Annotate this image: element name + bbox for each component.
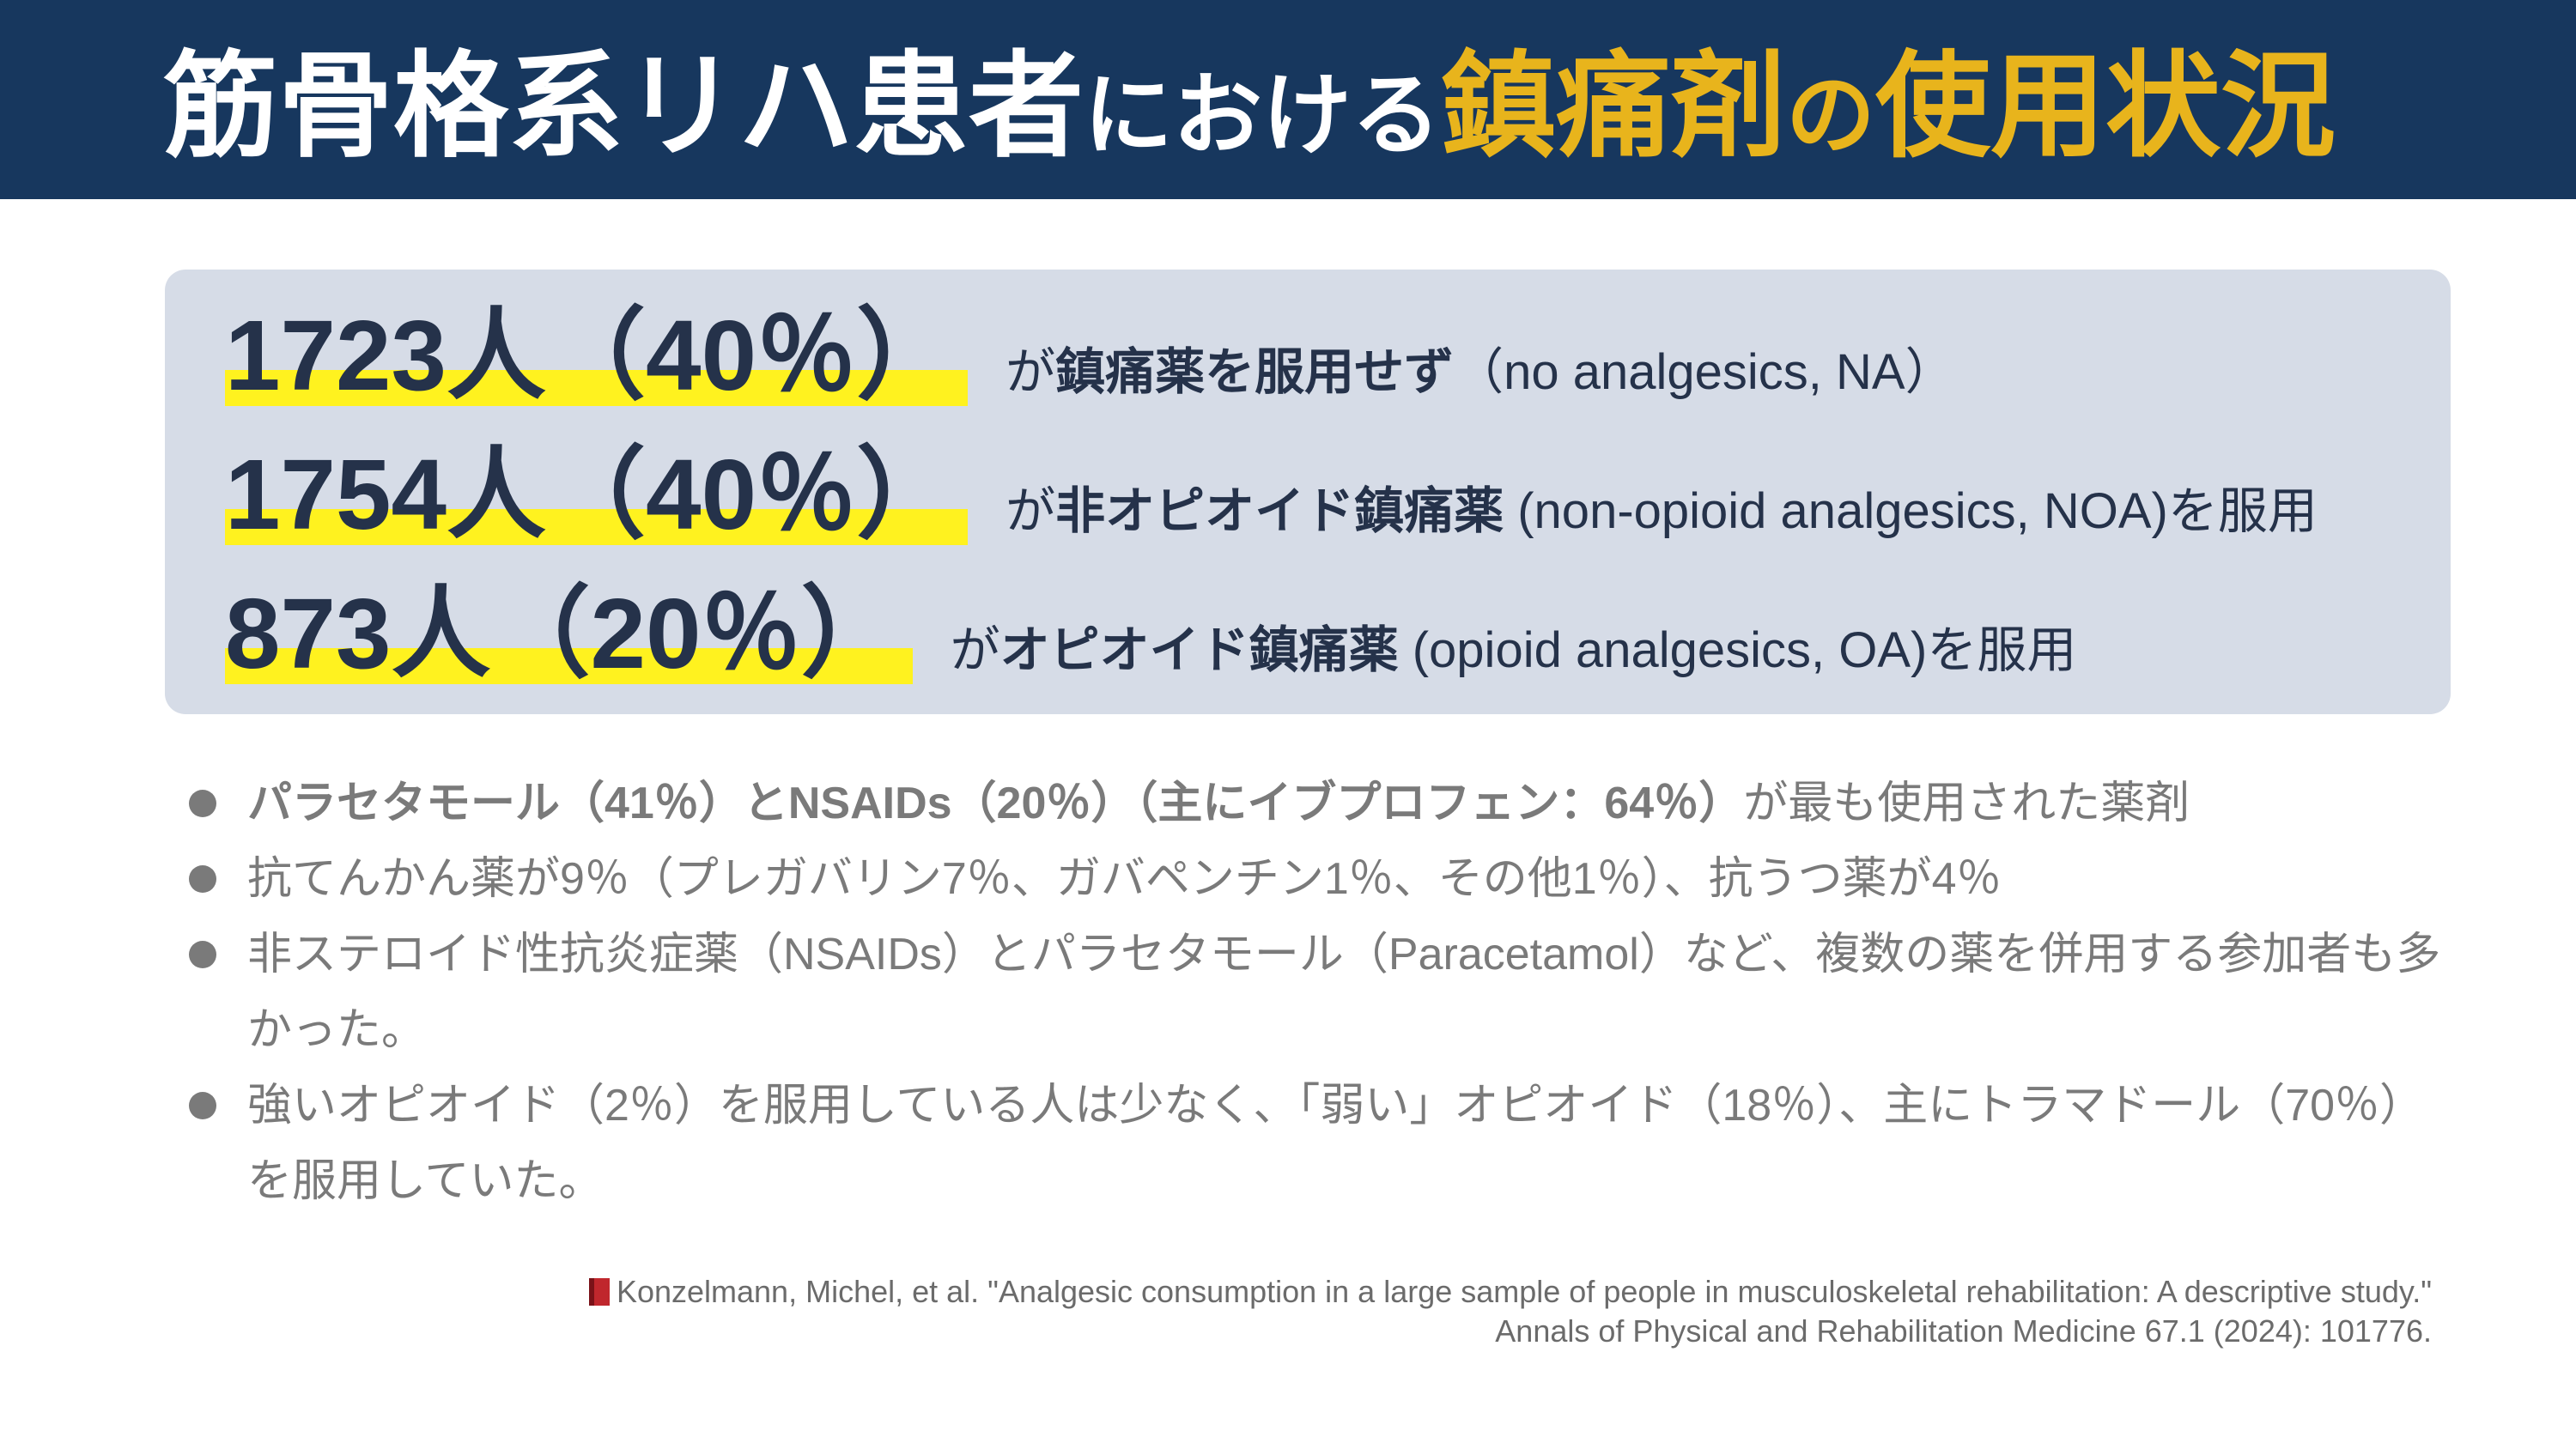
stat-emphasis: 鎮痛薬を服用せず [1055, 344, 1455, 400]
stat-row-non-opioid: 1754人（40％） が非オピオイド鎮痛薬 (non-opioid analges… [225, 434, 2318, 563]
stat-suffix: （no analgesics, NA） [1454, 344, 1955, 400]
stat-description: がオピオイド鎮痛薬 (opioid analgesics, OA)を服用 [951, 608, 2077, 694]
title-part-5: 使用状況 [1875, 39, 2336, 173]
stat-count-opioid: 873人（20％） [225, 573, 913, 694]
bullet-icon [189, 1092, 216, 1119]
list-item: 抗てんかん薬が9％（プレガバリン7％、ガバペンチン1％、その他1％）、抗うつ薬が… [185, 841, 2452, 917]
citation-line-1: Konzelmann, Michel, et al. "Analgesic co… [371, 1272, 2432, 1312]
stat-count-non-opioid: 1754人（40％） [225, 434, 969, 555]
stat-row-opioid: 873人（20％） がオピオイド鎮痛薬 (opioid analgesics, O… [225, 573, 2076, 702]
title-part-2: における [1084, 63, 1442, 167]
findings-list: パラセタモール（41％）とNSAIDs（20％）（主にイブプロフェン：64％）が… [185, 766, 2452, 1219]
bullet-text: 非ステロイド性抗炎症薬（NSAIDs）とパラセタモール（Paracetamol）… [247, 930, 2441, 1055]
title-bar: 筋骨格系リハ患者における鎮痛剤の使用状況 [0, 0, 2576, 199]
citation-text: Konzelmann, Michel, et al. "Analgesic co… [616, 1274, 2432, 1309]
bullet-text: が最も使用された薬剤 [1743, 779, 2190, 828]
citation: Konzelmann, Michel, et al. "Analgesic co… [371, 1272, 2432, 1351]
stat-description: が非オピオイド鎮痛薬 (non-opioid analgesics, NOA)を… [1005, 469, 2318, 555]
stat-row-no-analgesics: 1723人（40％） が鎮痛薬を服用せず（no analgesics, NA） [225, 295, 1955, 424]
bullet-text: 強いオピオイド（2％）を服用している人は少なく、「弱い」オピオイド（18％）、主… [247, 1081, 2425, 1206]
stats-panel: 1723人（40％） が鎮痛薬を服用せず（no analgesics, NA） 1… [165, 270, 2451, 714]
stat-prefix: が [1005, 344, 1056, 400]
stat-suffix: (non-opioid analgesics, NOA)を服用 [1504, 483, 2318, 539]
stat-emphasis: 非オピオイド鎮痛薬 [1055, 483, 1504, 539]
stat-emphasis: オピオイド鎮痛薬 [999, 622, 1399, 678]
stat-description: が鎮痛薬を服用せず（no analgesics, NA） [1005, 330, 1955, 415]
bullet-icon [189, 865, 216, 893]
stat-prefix: が [1005, 483, 1056, 539]
list-item: 非ステロイド性抗炎症薬（NSAIDs）とパラセタモール（Paracetamol）… [185, 917, 2452, 1068]
book-icon [588, 1278, 610, 1306]
stat-suffix: (opioid analgesics, OA)を服用 [1398, 622, 2077, 678]
title-part-3: 鎮痛剤 [1441, 39, 1787, 173]
bullet-icon [189, 790, 216, 817]
list-item: パラセタモール（41％）とNSAIDs（20％）（主にイブプロフェン：64％）が… [185, 766, 2452, 841]
stat-count-no-analgesics: 1723人（40％） [225, 295, 969, 415]
title-part-1: 筋骨格系リハ患者 [163, 39, 1084, 173]
stat-prefix: が [950, 622, 1000, 678]
slide-title: 筋骨格系リハ患者における鎮痛剤の使用状況 [163, 38, 2482, 184]
list-item: 強いオピオイド（2％）を服用している人は少なく、「弱い」オピオイド（18％）、主… [185, 1068, 2452, 1219]
title-part-4: の [1786, 63, 1876, 167]
citation-line-2: Annals of Physical and Rehabilitation Me… [1495, 1313, 2432, 1349]
bullet-text: 抗てんかん薬が9％（プレガバリン7％、ガバペンチン1％、その他1％）、抗うつ薬が… [247, 854, 2002, 904]
bullet-emphasis: パラセタモール（41％）とNSAIDs（20％）（主にイブプロフェン：64％） [247, 779, 1744, 828]
bullet-icon [189, 941, 216, 968]
